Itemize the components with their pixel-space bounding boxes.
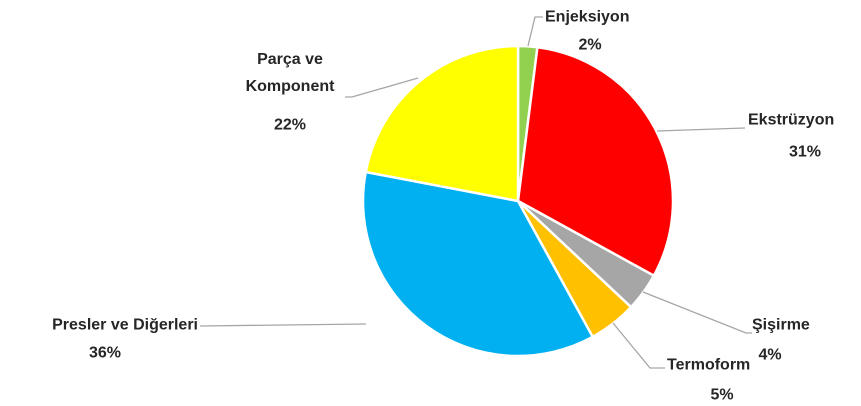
value-label: 31% <box>788 143 822 161</box>
value-label: 36% <box>88 344 122 362</box>
leader-line <box>642 291 752 334</box>
category-label: Presler ve Diğerleri <box>52 316 198 334</box>
leader-line <box>527 16 543 47</box>
leader-line <box>199 323 367 327</box>
category-label: Parça ve Komponent <box>245 51 335 95</box>
pie-slice <box>364 44 520 203</box>
category-label: Ekstrüzyon <box>748 111 835 129</box>
value-label: 2% <box>578 36 602 54</box>
leader-line <box>345 77 419 98</box>
category-label: Termoform <box>667 356 751 374</box>
category-label: Şişirme <box>752 316 810 334</box>
leader-line <box>656 127 746 132</box>
pie-slice <box>361 170 595 358</box>
leader-line <box>612 322 665 369</box>
pie-slice <box>516 45 675 278</box>
category-label: Enjeksiyon <box>545 8 630 26</box>
value-label: 22% <box>273 116 307 134</box>
value-label: 5% <box>710 386 734 404</box>
value-label: 4% <box>758 346 782 364</box>
